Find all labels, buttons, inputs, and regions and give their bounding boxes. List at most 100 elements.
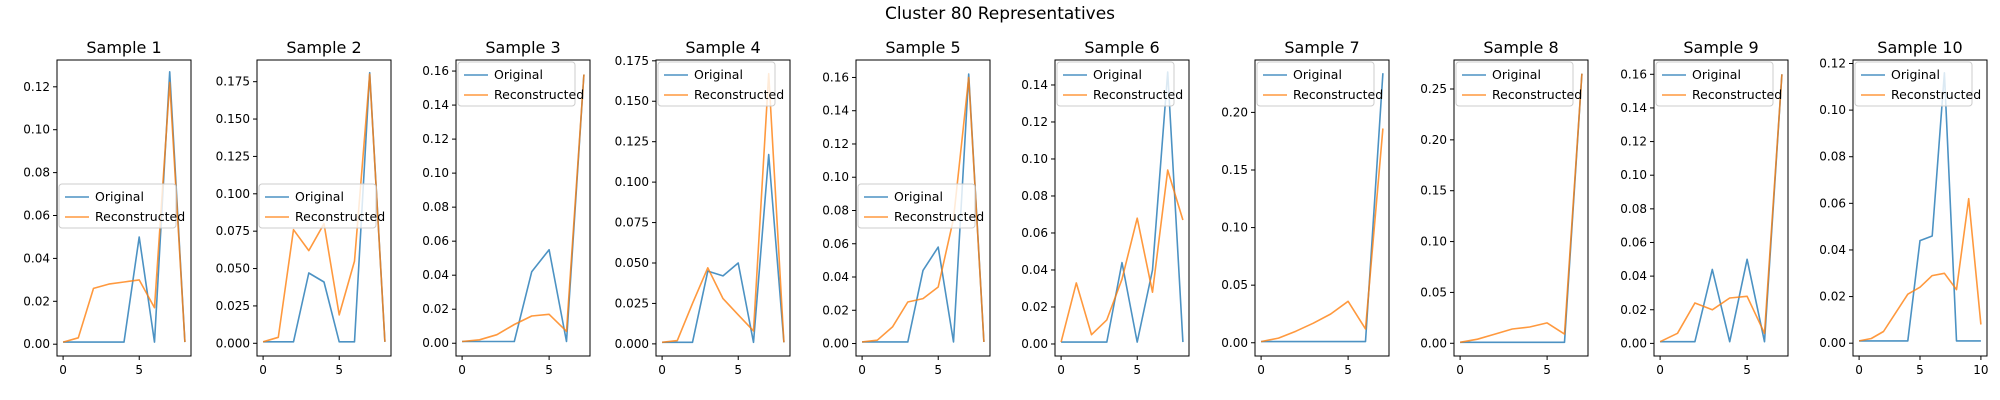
y-tick-label: 0.04 [23,251,50,265]
y-tick-label: 0.02 [422,302,449,316]
y-tick-label: 0.06 [822,237,849,251]
subplot-title: Sample 9 [1683,38,1758,57]
legend-label-original: Original [1093,67,1142,82]
y-tick-label: 0.10 [1021,152,1048,166]
y-tick-label: 0.10 [1819,103,1846,117]
y-tick-label: 0.05 [1221,278,1248,292]
y-tick-label: 0.00 [1620,336,1647,350]
series-line-reconstructed [1260,128,1384,343]
y-tick-label: 0.12 [422,132,449,146]
y-tick-label: 0.125 [615,135,649,149]
x-tick-label: 0 [858,363,866,377]
y-tick-label: 0.100 [216,187,250,201]
series-line-reconstructed [1858,197,1982,342]
x-tick-label: 0 [658,363,666,377]
legend: Original Reconstructed [657,61,784,107]
y-tick-label: 0.00 [822,337,849,351]
x-tick-label: 5 [1743,363,1751,377]
y-tick-label: 0.00 [1420,336,1447,350]
axes-frame [1453,59,1589,357]
legend-label-original: Original [1492,67,1541,82]
y-tick-label: 0.10 [1620,168,1647,182]
y-tick-label: 0.25 [1420,82,1447,96]
x-tick-label: 0 [1057,363,1065,377]
legend-label-original: Original [295,189,344,204]
y-tick-label: 0.04 [1620,269,1647,283]
y-tick-label: 0.00 [1819,336,1846,350]
series-line-original [1460,73,1583,344]
legend-label-reconstructed: Reconstructed [295,209,385,224]
subplot-1: Sample 1 0.00 0.02 0.04 0.06 0.08 0.10 0.12 0 5 Or… [23,38,192,377]
y-tick-label: 0.00 [1221,336,1248,350]
y-tick-label: 0.16 [1620,67,1647,81]
subplot-title: Sample 10 [1877,38,1962,57]
axes-frame [1254,59,1390,357]
subplot-title: Sample 8 [1483,38,1558,57]
y-tick-label: 0.20 [1221,105,1248,119]
series-line-original [662,153,785,344]
y-tick-label: 0.08 [1819,150,1846,164]
legend-label-reconstructed: Reconstructed [1093,87,1183,102]
x-tick-label: 5 [934,363,942,377]
subplot-4: Sample 4 0.000 0.025 0.050 0.075 0.100 0.125 0.… [615,38,791,377]
legend-label-reconstructed: Reconstructed [1692,87,1782,102]
x-tick-label: 5 [1916,363,1924,377]
series-line-original [462,74,585,343]
series-line-reconstructed [1060,169,1184,343]
x-tick-label: 5 [734,363,742,377]
axes-frame [855,59,991,357]
subplot-3: Sample 3 0.00 0.02 0.04 0.06 0.08 0.10 0.12 0.14… [422,38,591,377]
series-line-original [263,71,386,343]
legend: Original Reconstructed [457,61,584,107]
y-tick-label: 0.12 [1819,56,1846,70]
y-tick-label: 0.14 [1021,78,1048,92]
series-line-reconstructed [462,74,585,343]
x-tick-label: 0 [1656,363,1664,377]
subplot-8: Sample 8 0.00 0.05 0.10 0.15 0.20 0.25 0 5 Origin… [1420,38,1589,377]
y-tick-label: 0.02 [1620,303,1647,317]
series-line-original [862,73,985,343]
series-line-reconstructed [1459,73,1583,344]
subplot-title: Sample 4 [685,38,760,57]
y-tick-label: 0.15 [1420,184,1447,198]
y-tick-label: 0.050 [615,256,649,270]
y-tick-label: 0.000 [615,337,649,351]
y-tick-label: 0.150 [615,94,649,108]
y-tick-label: 0.08 [1021,189,1048,203]
x-tick-label: 0 [59,363,67,377]
series-line-original [1061,71,1184,343]
subplot-9: Sample 9 0.00 0.02 0.04 0.06 0.08 0.10 0.12 0.14… [1620,38,1789,377]
subplot-10: Sample 10 0.00 0.02 0.04 0.06 0.08 0.10 0.12 0 5 1… [1819,38,1988,377]
y-tick-label: 0.08 [23,166,50,180]
subplot-title: Sample 1 [86,38,161,57]
y-tick-label: 0.00 [422,336,449,350]
y-tick-label: 0.175 [216,75,250,89]
y-tick-label: 0.14 [1620,101,1647,115]
y-tick-label: 0.12 [23,80,50,94]
subplot-5: Sample 5 0.00 0.02 0.04 0.06 0.08 0.10 0.12 0.14… [822,38,991,377]
y-tick-label: 0.08 [822,203,849,217]
x-tick-label: 10 [1973,363,1988,377]
y-tick-label: 0.16 [422,64,449,78]
y-tick-label: 0.04 [1021,263,1048,277]
x-tick-label: 5 [1133,363,1141,377]
y-tick-label: 0.02 [23,294,50,308]
y-tick-label: 0.00 [23,337,50,351]
subplot-2: Sample 2 0.000 0.025 0.050 0.075 0.100 0.125 0.… [216,38,392,377]
y-tick-label: 0.06 [23,209,50,223]
legend-label-reconstructed: Reconstructed [494,87,584,102]
y-tick-label: 0.14 [822,104,849,118]
x-tick-label: 0 [458,363,466,377]
y-tick-label: 0.10 [422,166,449,180]
legend: Original Reconstructed [1655,61,1782,107]
axes-frame [56,59,192,357]
y-tick-label: 0.15 [1221,163,1248,177]
x-tick-label: 5 [1344,363,1352,377]
axes-frame [1653,59,1789,357]
legend-label-reconstructed: Reconstructed [894,209,984,224]
axes-frame [256,59,392,357]
legend-label-reconstructed: Reconstructed [1492,87,1582,102]
y-tick-label: 0.100 [615,175,649,189]
legend-label-reconstructed: Reconstructed [1891,87,1981,102]
